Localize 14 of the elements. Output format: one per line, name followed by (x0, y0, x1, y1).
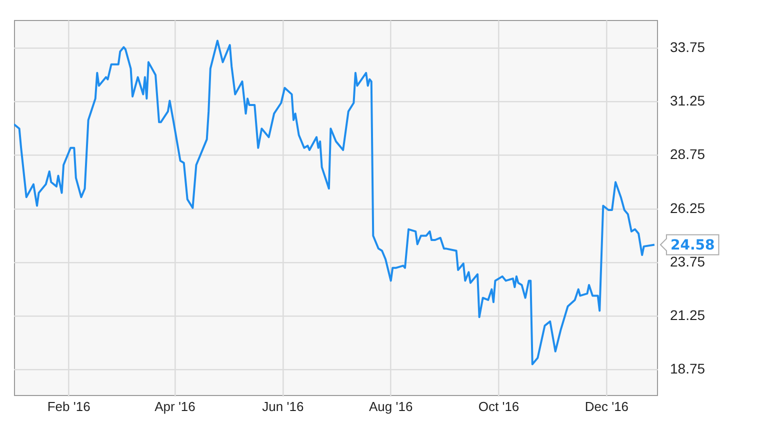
x-tick-label: Dec '16 (584, 398, 629, 414)
x-tick-label: Aug '16 (369, 398, 413, 414)
y-tick-label: 26.25 (670, 200, 706, 216)
x-tick-label: Oct '16 (478, 398, 520, 414)
y-tick-label: 18.75 (670, 360, 706, 376)
y-tick-label: 31.25 (670, 92, 706, 109)
y-tick-label: 28.75 (670, 146, 706, 162)
y-tick-label: 23.75 (670, 253, 706, 270)
x-tick-label: Feb '16 (47, 398, 90, 414)
y-tick-label: 21.25 (670, 306, 706, 323)
x-tick-label: Jun '16 (262, 398, 304, 414)
x-tick-label: Apr '16 (154, 398, 196, 414)
annotation: 24.58 (670, 237, 715, 254)
y-tick-label: 33.75 (670, 39, 706, 56)
